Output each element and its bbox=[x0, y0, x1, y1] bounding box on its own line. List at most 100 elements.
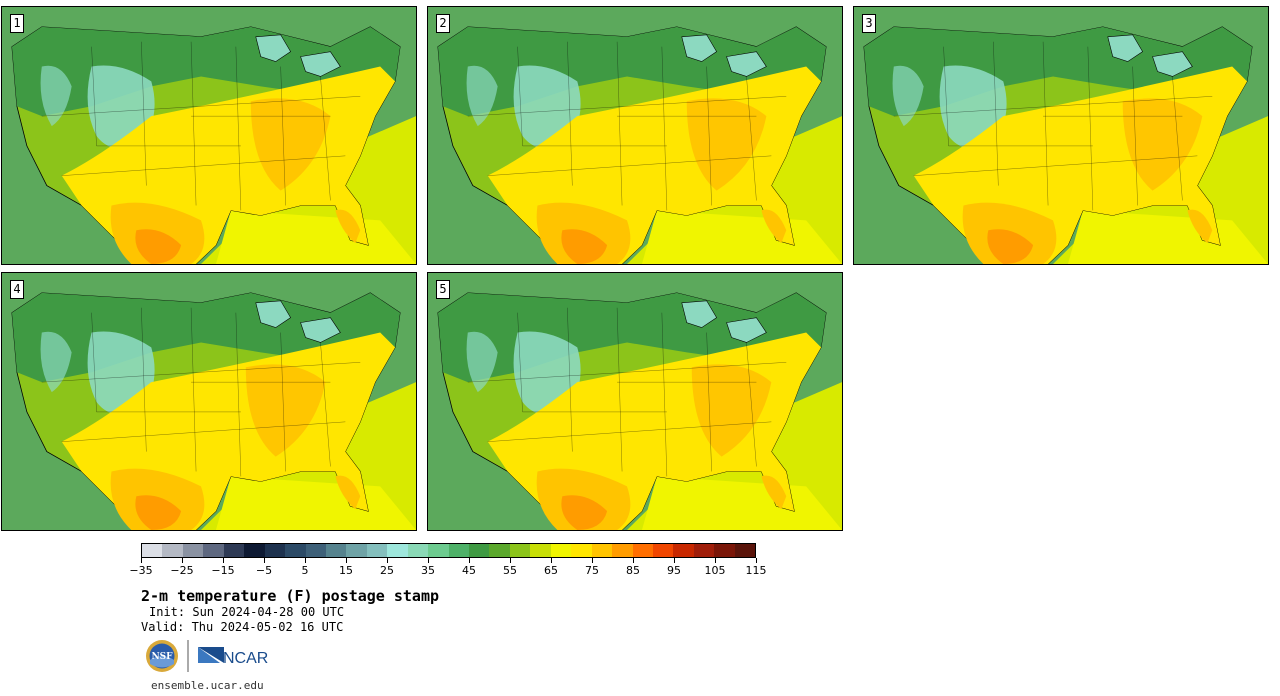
colorbar-segment bbox=[264, 544, 286, 557]
colorbar-segment bbox=[448, 544, 469, 557]
cascades bbox=[466, 331, 498, 393]
colorbar-segment bbox=[469, 544, 490, 557]
cascades bbox=[466, 65, 498, 127]
great-lakes bbox=[681, 34, 767, 77]
great-lakes bbox=[681, 300, 767, 343]
svg-text:NSF: NSF bbox=[151, 652, 173, 662]
colorbar-tick bbox=[428, 558, 429, 563]
colorbar-tick-label: 15 bbox=[339, 564, 353, 577]
cascades bbox=[40, 65, 72, 127]
colorbar-tick-label: −35 bbox=[129, 564, 153, 577]
postage-stamp-panel-2[interactable]: 2 bbox=[427, 6, 843, 265]
state-boundary bbox=[141, 307, 147, 452]
postage-stamp-panel-5[interactable]: 5 bbox=[427, 272, 843, 531]
state-boundary bbox=[41, 362, 361, 383]
colorbar-segment bbox=[325, 544, 347, 557]
colorbar-segment bbox=[571, 544, 592, 557]
state-boundary bbox=[517, 312, 523, 412]
svg-text:NCAR: NCAR bbox=[223, 650, 268, 667]
gulf-of-mexico bbox=[641, 476, 842, 530]
member-number-label: 1 bbox=[10, 14, 24, 33]
colorbar-segment bbox=[142, 544, 163, 557]
hot-zone-east bbox=[1122, 98, 1203, 191]
colorbar-segment bbox=[714, 544, 735, 557]
state-boundary bbox=[706, 66, 712, 206]
very-hot-zone-texas bbox=[987, 229, 1034, 264]
colorbar-tick-label: 75 bbox=[585, 564, 599, 577]
state-boundary bbox=[616, 307, 623, 472]
colorbar-segment bbox=[734, 544, 756, 557]
temperature-map bbox=[2, 7, 416, 264]
temperature-map bbox=[428, 273, 842, 530]
hot-zone-east bbox=[691, 364, 772, 457]
state-boundary bbox=[61, 421, 346, 442]
colorbar-segment bbox=[285, 544, 306, 557]
temperature-colorbar bbox=[141, 543, 756, 558]
colorbar-segment bbox=[591, 544, 613, 557]
state-boundary bbox=[661, 312, 668, 477]
colorbar-tick bbox=[387, 558, 388, 563]
nsf-logo-icon: NSF bbox=[146, 640, 178, 672]
colorbar-segment bbox=[693, 544, 715, 557]
great-lakes bbox=[255, 300, 341, 343]
member-number-label: 2 bbox=[436, 14, 450, 33]
cascades bbox=[892, 65, 924, 127]
colorbar-segment bbox=[387, 544, 408, 557]
colorbar-tick-label: 95 bbox=[667, 564, 681, 577]
colorbar-tick-label: 115 bbox=[745, 564, 767, 577]
member-number-label: 4 bbox=[10, 280, 24, 299]
hot-zone-east bbox=[245, 364, 326, 457]
colorbar-segment bbox=[612, 544, 633, 557]
plot-title: 2-m temperature (F) postage stamp bbox=[141, 587, 440, 605]
hot-zone-florida bbox=[761, 209, 787, 244]
colorbar-tick-label: 85 bbox=[626, 564, 640, 577]
gulf-of-mexico bbox=[1067, 210, 1268, 264]
state-boundary bbox=[567, 307, 573, 452]
init-time: Init: Sun 2024-04-28 00 UTC bbox=[149, 605, 345, 619]
ncar-logo-icon: NCAR bbox=[198, 647, 268, 667]
colorbar-tick bbox=[674, 558, 675, 563]
temperature-map bbox=[854, 7, 1268, 264]
colorbar-tick bbox=[305, 558, 306, 563]
colorbar-segment bbox=[673, 544, 694, 557]
colorbar-tick-label: −25 bbox=[170, 564, 194, 577]
hot-zone-florida bbox=[335, 475, 361, 510]
colorbar-tick-label: −5 bbox=[255, 564, 273, 577]
colorbar-tick-label: 65 bbox=[544, 564, 558, 577]
state-boundary bbox=[320, 76, 331, 201]
hot-zone-florida bbox=[1187, 209, 1213, 244]
colorbar-tick bbox=[633, 558, 634, 563]
very-hot-zone-texas bbox=[135, 495, 182, 530]
very-hot-zone-texas bbox=[135, 229, 182, 264]
colorbar-tick bbox=[469, 558, 470, 563]
state-boundary bbox=[235, 46, 242, 211]
hot-zone-florida bbox=[761, 475, 787, 510]
colorbar-segment bbox=[162, 544, 183, 557]
colorbar-tick bbox=[346, 558, 347, 563]
colorbar-tick-label: 105 bbox=[704, 564, 726, 577]
cascades bbox=[40, 331, 72, 393]
state-boundary bbox=[320, 342, 331, 467]
great-lakes bbox=[255, 34, 341, 77]
colorbar-segment bbox=[509, 544, 531, 557]
postage-stamp-panel-3[interactable]: 3 bbox=[853, 6, 1269, 265]
state-boundary bbox=[943, 46, 949, 146]
state-boundary bbox=[706, 332, 712, 472]
temperature-map bbox=[428, 7, 842, 264]
colorbar-tick bbox=[715, 558, 716, 563]
colorbar-tick bbox=[510, 558, 511, 563]
very-hot-zone-texas bbox=[561, 229, 608, 264]
postage-stamp-panel-4[interactable]: 4 bbox=[1, 272, 417, 531]
colorbar-tick bbox=[264, 558, 265, 563]
colorbar-tick-label: 45 bbox=[462, 564, 476, 577]
valid-time: Valid: Thu 2024-05-02 16 UTC bbox=[141, 620, 344, 634]
state-boundary bbox=[235, 312, 242, 477]
postage-stamp-panel-1[interactable]: 1 bbox=[1, 6, 417, 265]
state-boundary bbox=[487, 421, 772, 442]
state-boundary bbox=[746, 342, 757, 467]
state-boundary bbox=[567, 41, 573, 186]
colorbar-segment bbox=[305, 544, 326, 557]
colorbar-segment bbox=[366, 544, 388, 557]
colorbar-segment bbox=[244, 544, 265, 557]
colorbar-tick bbox=[551, 558, 552, 563]
